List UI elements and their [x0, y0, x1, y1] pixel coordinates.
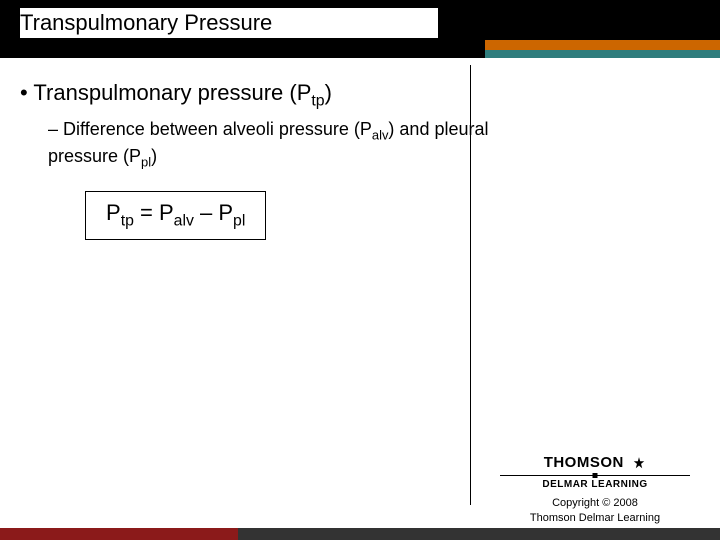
publisher-logo: THOMSON DELMAR LEARNING: [490, 454, 700, 490]
content-area: • Transpulmonary pressure (Ptp) – Differ…: [20, 80, 490, 240]
formula-eq: =: [134, 200, 159, 225]
sub-close: ): [151, 146, 157, 166]
formula-p2: P: [159, 200, 174, 225]
logo-dot: [593, 473, 598, 478]
footer-gray: [238, 528, 720, 540]
page-title: Transpulmonary Pressure: [20, 8, 438, 38]
copyright-line2: Thomson Delmar Learning: [530, 512, 660, 524]
copyright: Copyright © 2008 Thomson Delmar Learning: [500, 496, 690, 525]
formula-s2: alv: [174, 213, 194, 230]
copyright-line1: Copyright © 2008: [552, 497, 638, 509]
footer-bar: [0, 528, 720, 540]
bullet-prefix: •: [20, 80, 33, 105]
logo-brand-row: THOMSON: [490, 454, 700, 472]
star-icon: [632, 456, 646, 470]
logo-subbrand: DELMAR LEARNING: [490, 479, 700, 490]
bullet-subscript: tp: [311, 92, 324, 109]
accent-bar-teal: [485, 50, 720, 58]
sub-text-1: Difference between alveoli pressure (P: [63, 119, 372, 139]
logo-divider: [500, 475, 690, 476]
sub-prefix: –: [48, 119, 63, 139]
bullet-close: ): [325, 80, 332, 105]
bullet-item: • Transpulmonary pressure (Ptp): [20, 80, 490, 110]
slide-header: Transpulmonary Pressure: [0, 0, 720, 58]
formula-s1: tp: [121, 213, 134, 230]
formula-s3: pl: [233, 213, 245, 230]
sub-bullet-item: – Difference between alveoli pressure (P…: [48, 118, 490, 171]
formula-box: Ptp = Palv – Ppl: [85, 191, 266, 239]
footer-maroon: [0, 528, 238, 540]
bullet-text: Transpulmonary pressure (P: [33, 80, 311, 105]
sub-subscript-2: pl: [141, 154, 151, 169]
formula-minus: –: [194, 200, 218, 225]
formula-p1: P: [106, 200, 121, 225]
sub-subscript-1: alv: [372, 128, 389, 143]
logo-brand: THOMSON: [544, 454, 624, 471]
accent-bar-orange: [485, 40, 720, 50]
formula-p3: P: [218, 200, 233, 225]
